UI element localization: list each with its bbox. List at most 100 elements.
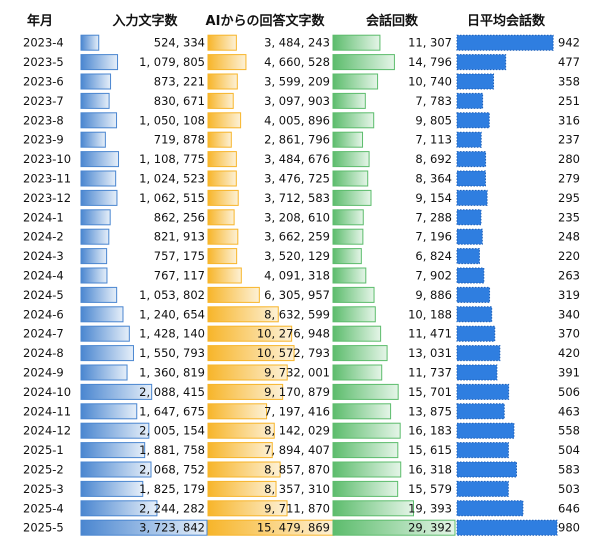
input-chars-bar [80,267,108,284]
ai-chars-bar [207,112,242,129]
sessions-bar [332,403,392,420]
month-label: 2023-11 [23,172,71,186]
input-chars-bar [80,209,111,226]
ai-chars-bar [207,442,273,459]
column-header: AIからの回答文字数 [206,13,326,29]
ai-chars-bar [207,345,295,362]
input-chars-bar [80,442,146,459]
input-chars-bar [80,228,110,245]
ai-chars-bar [207,286,260,303]
column-header: 日平均会話数 [467,13,546,29]
input-chars-bar [80,422,150,439]
ai-chars-bar [207,54,247,71]
daily-avg-bar [456,306,493,323]
table-row: 2024-10 2, 088, 415 9, 170, 879 15, 701 506 [23,383,580,400]
input-chars-value: 821, 913 [154,230,205,244]
input-chars-value: 2, 088, 415 [139,385,205,399]
input-chars-bar [80,345,134,362]
input-chars-value: 767, 117 [154,269,205,283]
input-chars-bar [80,151,120,168]
month-label: 2024-8 [23,346,64,360]
sessions-value: 9, 886 [415,288,452,302]
sessions-value: 13, 031 [408,346,452,360]
sessions-value: 11, 471 [408,327,452,341]
sessions-value: 7, 196 [415,230,452,244]
ai-chars-value: 8, 857, 870 [264,463,330,477]
daily-avg-bar [456,325,496,342]
daily-avg-bar [456,383,510,400]
ai-chars-value: 7, 894, 407 [264,443,330,457]
ai-chars-bar [207,500,288,517]
sessions-value: 6, 824 [415,249,452,263]
table-row: 2025-1 1, 881, 758 7, 894, 407 15, 615 504 [23,442,580,459]
table-row: 2025-4 2, 244, 282 9, 711, 870 19, 393 646 [23,500,580,517]
sessions-bar [332,92,366,109]
sessions-bar [332,286,375,303]
ai-chars-value: 4, 660, 528 [264,55,330,69]
input-chars-bar [80,383,153,400]
daily-avg-bar [456,364,498,381]
ai-chars-bar [207,383,284,400]
input-chars-bar [80,500,158,517]
ai-chars-value: 10, 572, 793 [257,346,330,360]
input-chars-bar [80,189,118,206]
daily-avg-value: 295 [558,191,580,205]
month-label: 2024-1 [23,210,64,224]
sessions-value: 10, 740 [408,75,452,89]
input-chars-bar [80,461,152,478]
ai-chars-bar [207,422,275,439]
input-chars-value: 1, 240, 654 [139,307,205,321]
table-row: 2024-12 2, 005, 154 8, 142, 029 16, 183 558 [23,422,580,439]
table-row: 2023-9 719, 878 2, 861, 796 7, 113 237 [23,131,580,148]
sessions-bar [332,461,402,478]
table-row: 2025-3 1, 825, 179 8, 357, 310 15, 579 503 [23,480,580,497]
month-label: 2023-4 [23,36,64,50]
table-row: 2024-7 1, 428, 140 10, 276, 948 11, 471 370 [23,325,580,342]
daily-avg-value: 980 [558,521,580,535]
ai-chars-value: 8, 357, 310 [264,482,330,496]
ai-chars-bar [207,480,277,497]
input-chars-value: 1, 024, 523 [139,172,205,186]
ai-chars-value: 3, 484, 676 [264,152,330,166]
daily-avg-bar [456,480,509,497]
input-chars-value: 1, 079, 805 [139,55,205,69]
table-row: 2024-2 821, 913 3, 662, 259 7, 196 248 [23,228,580,245]
sessions-value: 10, 188 [408,307,452,321]
input-chars-value: 719, 878 [154,133,205,147]
ai-chars-value: 9, 732, 001 [264,366,330,380]
sessions-value: 29, 392 [408,521,452,535]
daily-avg-bar [456,228,483,245]
table-row: 2023-6 873, 221 3, 599, 209 10, 740 358 [23,73,580,90]
ai-chars-value: 7, 197, 416 [264,404,330,418]
ai-chars-value: 15, 479, 869 [257,521,330,535]
input-chars-bar [80,248,108,265]
input-chars-bar [80,306,124,323]
month-label: 2024-10 [23,385,71,399]
daily-avg-bar [456,34,554,51]
input-chars-value: 1, 050, 108 [139,113,205,127]
ai-chars-value: 8, 142, 029 [264,424,330,438]
table-row: 2024-8 1, 550, 793 10, 572, 793 13, 031 420 [23,345,580,362]
input-chars-bar [80,403,138,420]
daily-avg-value: 503 [558,482,580,496]
daily-avg-value: 504 [558,443,580,457]
ai-chars-value: 3, 712, 583 [264,191,330,205]
input-chars-value: 1, 825, 179 [139,482,205,496]
daily-avg-bar [456,170,486,187]
daily-avg-bar [456,73,495,90]
daily-avg-value: 279 [558,172,580,186]
sessions-value: 8, 692 [415,152,452,166]
ai-chars-bar [207,306,279,323]
sessions-value: 11, 737 [408,366,452,380]
input-chars-value: 1, 428, 140 [139,327,205,341]
month-label: 2023-9 [23,133,64,147]
daily-avg-bar [456,131,482,148]
ai-chars-value: 10, 276, 948 [257,327,330,341]
daily-avg-bar [456,112,490,129]
month-label: 2025-1 [23,443,64,457]
ai-chars-bar [207,267,242,284]
sessions-value: 16, 183 [408,424,452,438]
sessions-value: 7, 902 [415,269,452,283]
daily-avg-value: 220 [558,249,580,263]
ai-chars-value: 3, 208, 610 [264,210,330,224]
